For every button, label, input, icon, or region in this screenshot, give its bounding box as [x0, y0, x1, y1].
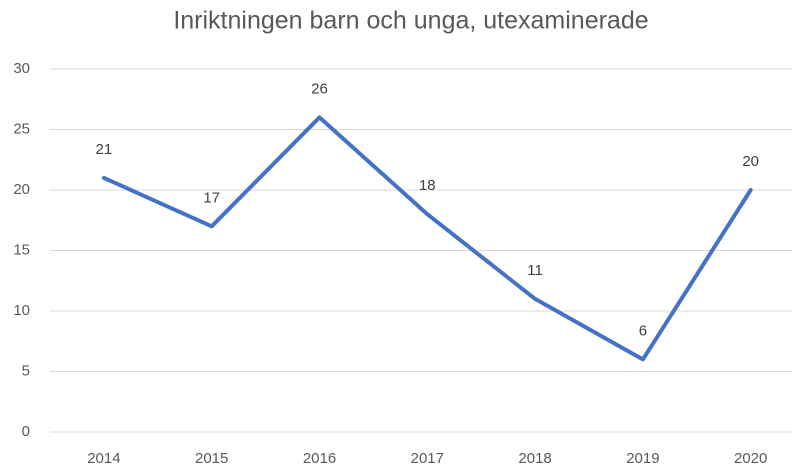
data-label: 18	[419, 177, 436, 194]
data-label: 11	[527, 262, 543, 279]
x-tick-label: 2016	[303, 450, 336, 467]
y-tick-label: 30	[13, 60, 30, 77]
y-tick-label: 15	[13, 241, 30, 258]
data-label: 21	[96, 141, 113, 158]
y-tick-label: 5	[22, 362, 30, 379]
y-tick-label: 20	[13, 181, 30, 198]
x-tick-label: 2020	[734, 450, 767, 467]
y-tick-label: 0	[22, 423, 30, 440]
x-tick-label: 2018	[518, 450, 551, 467]
data-label: 17	[203, 189, 220, 206]
x-tick-label: 2015	[195, 450, 228, 467]
y-tick-label: 10	[13, 302, 30, 319]
data-label: 26	[311, 80, 328, 97]
x-tick-label: 2017	[411, 450, 444, 467]
x-tick-label: 2019	[626, 450, 659, 467]
line	[101, 115, 753, 362]
data-label: 20	[742, 153, 759, 170]
x-tick-label: 2014	[87, 450, 120, 467]
y-tick-label: 25	[13, 120, 30, 137]
chart-title: Inriktningen barn och unga, utexaminerad…	[173, 7, 648, 35]
data-label: 6	[639, 322, 647, 339]
